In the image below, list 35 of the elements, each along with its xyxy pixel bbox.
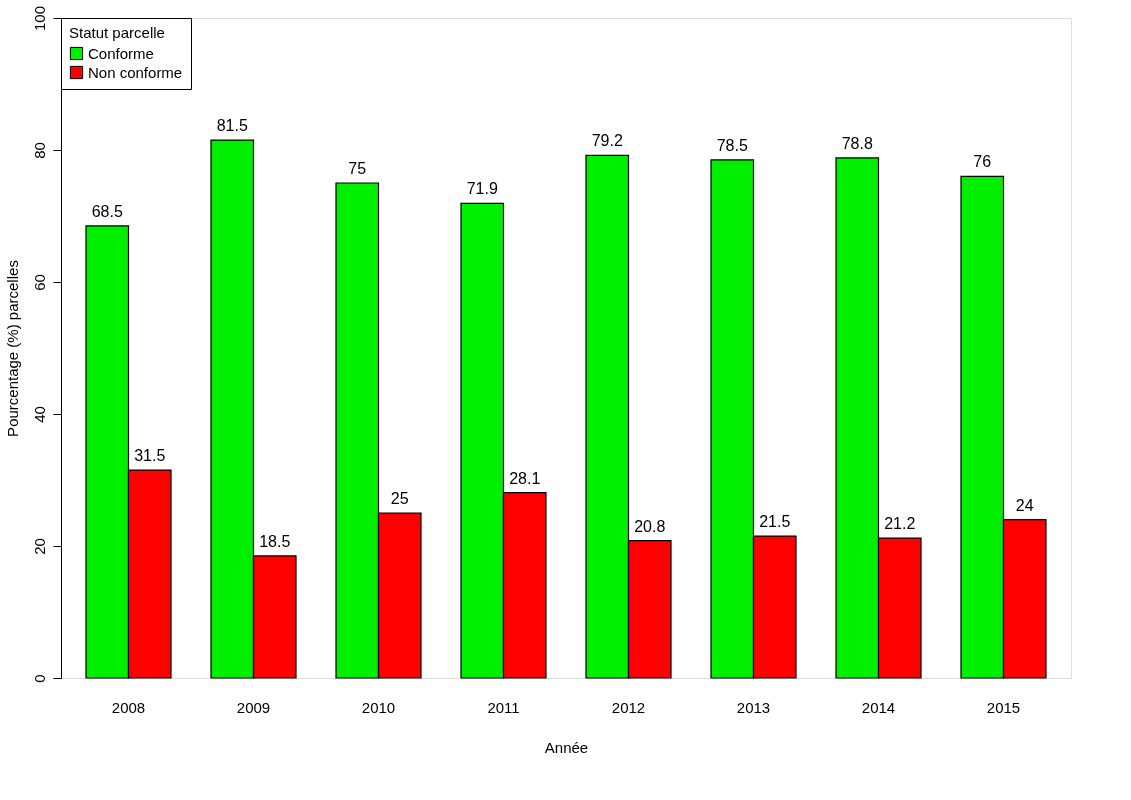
- y-tick-label: 60: [30, 274, 48, 291]
- data-label: 31.5: [134, 447, 166, 465]
- x-tick-label: 2008: [111, 698, 146, 716]
- data-label: 68.5: [91, 202, 123, 220]
- x-tick-label: 2010: [361, 698, 396, 716]
- data-label: 21.5: [759, 513, 791, 531]
- data-label: 21.2: [884, 515, 916, 533]
- data-label: 28.1: [509, 469, 541, 487]
- data-label: 24: [1015, 496, 1034, 514]
- legend-label: Non conforme: [88, 63, 183, 81]
- data-label: 75: [348, 160, 367, 177]
- data-label: 25: [390, 490, 409, 507]
- legend-label: Conforme: [88, 44, 154, 62]
- legend-title: Statut parcelle: [69, 24, 165, 41]
- x-axis-title: Année: [544, 738, 589, 756]
- data-label: 20.8: [634, 517, 666, 535]
- data-label: 71.9: [466, 180, 498, 198]
- x-tick-label: 2009: [236, 698, 271, 716]
- data-label: 18.5: [259, 532, 291, 550]
- x-tick-label: 2011: [487, 698, 520, 716]
- data-label: 78.8: [841, 134, 873, 152]
- y-tick-label: 0: [30, 674, 48, 683]
- x-tick-label: 2013: [736, 698, 771, 716]
- data-label: 78.5: [716, 136, 748, 154]
- y-tick-label: 20: [30, 538, 48, 555]
- x-tick-label: 2014: [861, 698, 896, 716]
- y-tick-label: 100: [30, 5, 48, 32]
- y-tick-label: 80: [30, 142, 48, 159]
- data-label: 79.2: [591, 132, 623, 150]
- x-tick-label: 2012: [611, 698, 646, 716]
- y-axis-title: Pourcentage (%) parcelles: [3, 260, 21, 437]
- data-label: 76: [973, 153, 992, 171]
- x-tick-label: 2015: [986, 698, 1021, 716]
- data-label: 81.5: [216, 117, 248, 135]
- y-tick-label: 40: [30, 406, 48, 423]
